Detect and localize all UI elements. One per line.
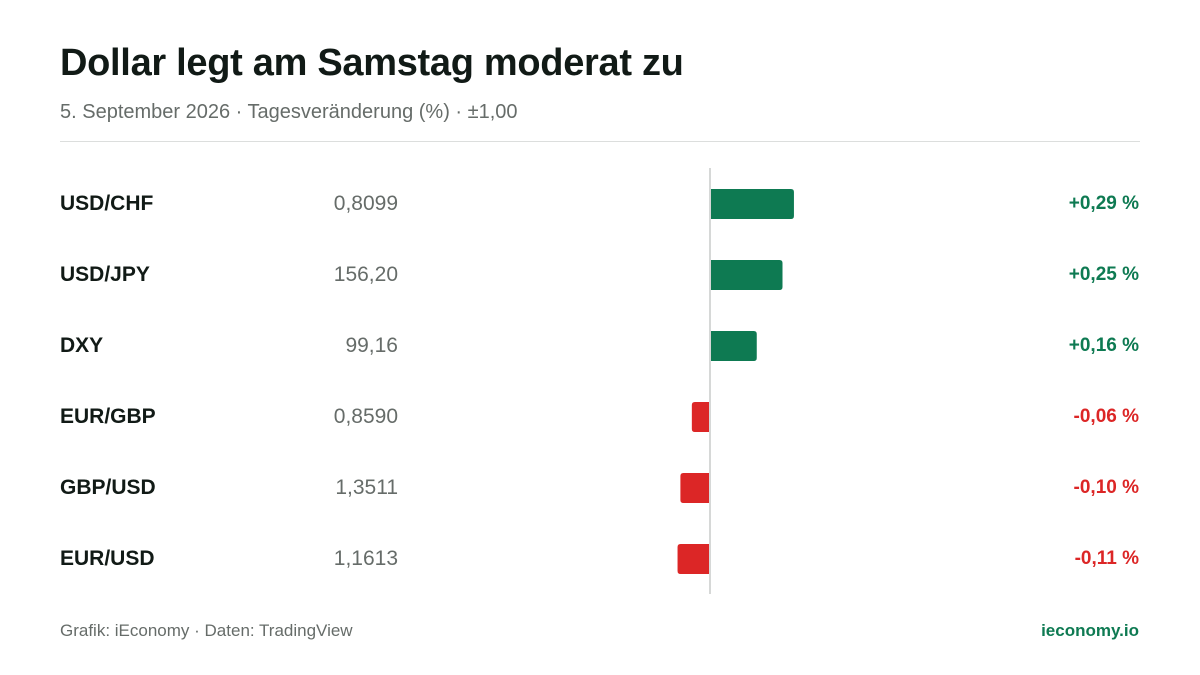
change-data-label: -0,10 %	[1073, 477, 1139, 498]
category-label: USD/JPY	[60, 263, 150, 286]
bar-dxy	[711, 331, 757, 361]
quote-value: 0,8099	[333, 192, 398, 215]
header-divider	[60, 141, 1140, 142]
change-data-label: -0,06 %	[1073, 406, 1139, 427]
quote-value: 1,1613	[333, 547, 398, 570]
change-data-label: +0,16 %	[1068, 335, 1139, 356]
chart-title: Dollar legt am Samstag moderat zu	[60, 42, 684, 84]
category-label: EUR/USD	[60, 547, 155, 570]
quote-value: 156,20	[333, 263, 398, 286]
brand-link[interactable]: ieconomy.io	[1041, 621, 1139, 640]
bar-eur-gbp	[691, 402, 709, 432]
bar-gbp-usd	[680, 473, 709, 503]
bar-usd-jpy	[711, 260, 783, 290]
category-label: USD/CHF	[60, 192, 154, 215]
quote-value: 1,3511	[335, 476, 398, 499]
quote-value: 0,8590	[333, 405, 398, 428]
change-data-label: -0,11 %	[1074, 548, 1139, 569]
category-label: EUR/GBP	[60, 405, 156, 428]
category-label: DXY	[60, 334, 104, 357]
category-label: GBP/USD	[60, 476, 156, 499]
change-data-label: +0,29 %	[1068, 193, 1139, 214]
bar-eur-usd	[677, 544, 709, 574]
bar-usd-chf	[711, 189, 794, 219]
chart-subtitle: 5. September 2026 · Tagesveränderung (%)…	[60, 101, 518, 123]
source-credit: Grafik: iEconomy · Daten: TradingView	[60, 621, 353, 640]
quote-value: 99,16	[345, 334, 398, 357]
change-data-label: +0,25 %	[1068, 264, 1139, 285]
